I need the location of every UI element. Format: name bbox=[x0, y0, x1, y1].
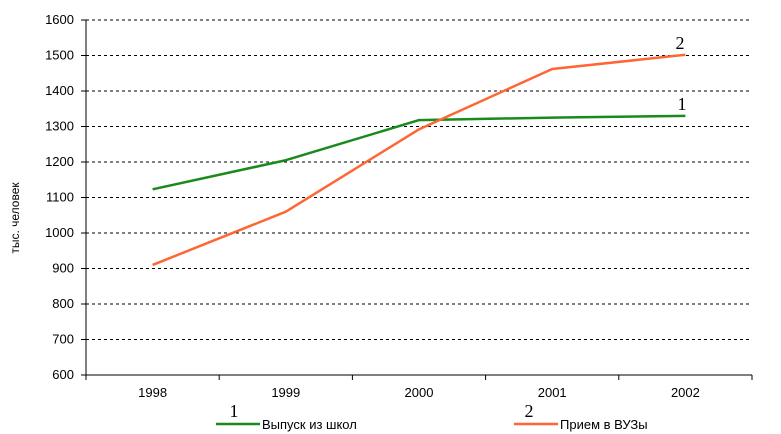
y-tick-label: 1300 bbox=[45, 119, 74, 134]
y-tick-label: 1400 bbox=[45, 83, 74, 98]
y-tick-label: 1200 bbox=[45, 154, 74, 169]
x-tick-label: 1999 bbox=[271, 385, 300, 400]
series-markers: 12 bbox=[676, 33, 687, 114]
axes bbox=[81, 19, 753, 380]
series-marker-label: 2 bbox=[676, 33, 685, 53]
y-tick-label: 900 bbox=[52, 261, 74, 276]
grid-lines bbox=[86, 19, 752, 340]
legend: 1 Выпуск из школ 2 Прием в ВУЗы bbox=[216, 401, 648, 432]
x-tick-label: 1998 bbox=[138, 385, 167, 400]
legend-label: Выпуск из школ bbox=[262, 417, 357, 432]
series-line bbox=[152, 53, 686, 267]
y-tick-label: 1000 bbox=[45, 225, 74, 240]
legend-item: 1 Выпуск из школ bbox=[216, 401, 357, 432]
y-tick-label: 1100 bbox=[46, 190, 74, 205]
y-axis-label: тыс. человек bbox=[8, 182, 22, 254]
legend-label: Прием в ВУЗы bbox=[560, 417, 648, 432]
y-tick-label: 800 bbox=[52, 296, 74, 311]
legend-marker-label: 2 bbox=[525, 401, 534, 421]
series-lines bbox=[152, 53, 686, 267]
legend-item: 2 Прием в ВУЗы bbox=[514, 401, 648, 432]
y-tick-label: 1600 bbox=[45, 12, 74, 27]
y-tick-label: 600 bbox=[52, 367, 74, 382]
y-axis-tick-labels: 600 700 800 900 1000 1100 1200 1300 1400 1500 1600 bbox=[45, 12, 74, 382]
x-tick-label: 2000 bbox=[405, 385, 434, 400]
series-line bbox=[152, 114, 686, 191]
series-marker-label: 1 bbox=[678, 94, 687, 114]
y-tick-label: 700 bbox=[52, 332, 74, 347]
x-tick-label: 2001 bbox=[538, 385, 567, 400]
legend-marker-label: 1 bbox=[230, 401, 239, 421]
x-axis-tick-labels: 1998 1999 2000 2001 2002 bbox=[138, 385, 700, 400]
x-tick-label: 2002 bbox=[671, 385, 700, 400]
y-tick-label: 1500 bbox=[45, 48, 74, 63]
